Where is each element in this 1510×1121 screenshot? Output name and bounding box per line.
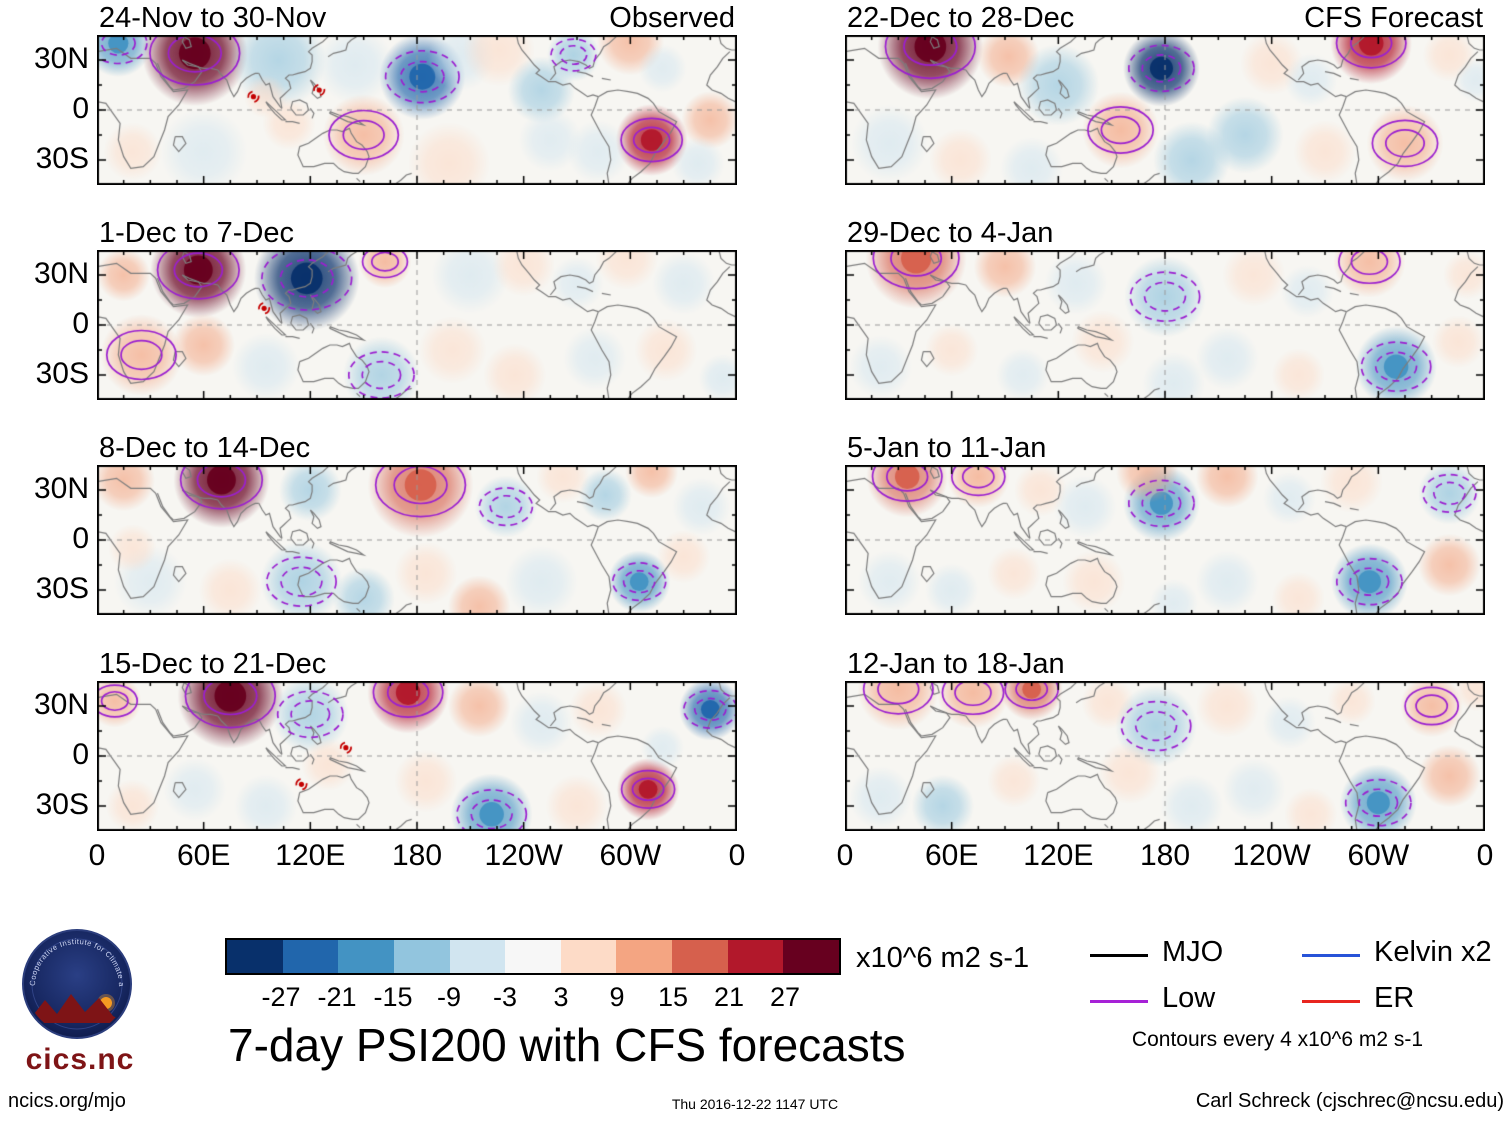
colorbar-tick-label: 9	[609, 982, 625, 1012]
colorbar-units: x10^6 m2 s-1	[856, 942, 1030, 974]
colorbar-segment	[393, 940, 450, 973]
colorbar-tick-label: 3	[553, 982, 569, 1012]
lon-tick-label: 180	[1139, 839, 1191, 872]
map-panel: 1-Dec to 7-Dec	[97, 217, 737, 400]
legend-line-sample	[1302, 1000, 1360, 1003]
legend-line-sample	[1090, 954, 1148, 957]
colorbar-tick-label: -15	[373, 982, 413, 1012]
map-canvas	[845, 250, 1485, 400]
lon-tick-label: 180	[391, 839, 443, 872]
map-panel: 24-Nov to 30-Nov Observed	[97, 2, 737, 185]
lat-tick-label: 30N	[33, 472, 89, 505]
lat-tick-label: 30S	[35, 357, 89, 390]
map-canvas	[845, 35, 1485, 185]
lat-tick-label: 30S	[35, 572, 89, 605]
lat-tick-label: 30N	[33, 42, 89, 75]
colorbar-segment	[616, 940, 673, 973]
panel-title: 1-Dec to 7-Dec	[99, 217, 295, 249]
legend-line-sample	[1090, 1000, 1148, 1003]
lon-tick-label: 120W	[484, 839, 563, 872]
figure-title: 7-day PSI200 with CFS forecasts	[228, 1019, 906, 1071]
panel-title: 15-Dec to 21-Dec	[99, 648, 327, 680]
colorbar-tick-label: -21	[317, 982, 357, 1012]
panel-title: 5-Jan to 11-Jan	[847, 432, 1047, 464]
footer-url: ncics.org/mjo	[8, 1090, 126, 1112]
lat-tick-label: 0	[72, 92, 89, 125]
lat-tick-label: 30S	[35, 142, 89, 175]
lat-tick-label: 0	[72, 522, 89, 555]
lat-tick-label: 0	[72, 307, 89, 340]
lon-tick-label: 0	[836, 839, 854, 872]
map-canvas	[97, 681, 737, 831]
map-panel: 8-Dec to 14-Dec	[97, 432, 737, 615]
lon-tick-label: 0	[1476, 839, 1494, 872]
colorbar-segment	[338, 940, 394, 973]
panel-title: 12-Jan to 18-Jan	[847, 648, 1065, 680]
legend-line-sample	[1302, 954, 1360, 957]
panel-title: 22-Dec to 28-Dec	[847, 2, 1075, 34]
map-canvas	[845, 465, 1485, 615]
map-panel: 12-Jan to 18-Jan	[845, 648, 1485, 831]
colorbar	[225, 938, 841, 975]
colorbar-tick-label: -27	[261, 982, 301, 1012]
map-canvas	[97, 465, 737, 615]
colorbar-tick-label: -3	[492, 982, 517, 1012]
map-panel: 5-Jan to 11-Jan	[845, 432, 1485, 615]
colorbar-tick-label: 27	[769, 982, 801, 1012]
lon-tick-label: 60W	[599, 839, 662, 872]
lon-tick-label: 120E	[1023, 839, 1094, 872]
colorbar-segment	[672, 940, 728, 973]
logo-wordmark: cics.nc	[25, 1043, 135, 1076]
map-panel: 22-Dec to 28-Dec CFS Forecast	[845, 2, 1485, 185]
lat-tick-label: 30N	[33, 257, 89, 290]
cics-logo-seal: Cooperative Institute for Climate and Sa…	[2, 919, 132, 1039]
colorbar-segment	[505, 940, 561, 973]
map-canvas	[97, 35, 737, 185]
map-panel: 29-Dec to 4-Jan	[845, 217, 1485, 400]
colorbar-tick-label: 21	[713, 982, 745, 1012]
legend-label: ER	[1374, 982, 1415, 1014]
logo-mountains-icon	[27, 994, 127, 1023]
map-panel: 15-Dec to 21-Dec	[97, 648, 737, 831]
footer-author: Carl Schreck (cjschrec@ncsu.edu)	[1195, 1090, 1504, 1112]
legend-label: Low	[1162, 982, 1216, 1014]
panel-title: 24-Nov to 30-Nov	[99, 2, 327, 34]
legend-label: MJO	[1162, 936, 1224, 968]
lon-tick-label: 0	[728, 839, 746, 872]
colorbar-tick-label: -9	[436, 982, 461, 1012]
lon-tick-label: 60E	[176, 839, 231, 872]
footer-timestamp: Thu 2016-12-22 1147 UTC	[671, 1096, 839, 1112]
lat-tick-label: 0	[72, 738, 89, 771]
cics-logo: Cooperative Institute for Climate and Sa…	[2, 919, 156, 1082]
panel-title: 8-Dec to 14-Dec	[99, 432, 311, 464]
panel-column-header: Observed	[609, 2, 735, 34]
map-canvas	[97, 250, 737, 400]
map-canvas	[845, 681, 1485, 831]
lon-tick-label: 60W	[1347, 839, 1410, 872]
lat-tick-label: 30N	[33, 688, 89, 721]
colorbar-tick-label: 15	[657, 982, 689, 1012]
colorbar-segment	[783, 940, 840, 973]
panel-column-header: CFS Forecast	[1304, 2, 1483, 34]
panel-title: 29-Dec to 4-Jan	[847, 217, 1054, 249]
colorbar-segment	[727, 940, 784, 973]
lon-tick-label: 120E	[275, 839, 346, 872]
colorbar-segment	[560, 940, 617, 973]
colorbar-segment	[227, 940, 283, 973]
colorbar-segment	[282, 940, 339, 973]
legend-note: Contours every 4 x10^6 m2 s-1	[1131, 1028, 1424, 1051]
lon-tick-label: 60E	[924, 839, 979, 872]
colorbar-segment	[449, 940, 506, 973]
lon-tick-label: 120W	[1232, 839, 1311, 872]
lon-tick-label: 0	[88, 839, 106, 872]
lat-tick-label: 30S	[35, 788, 89, 821]
legend-label: Kelvin x2	[1374, 936, 1492, 968]
